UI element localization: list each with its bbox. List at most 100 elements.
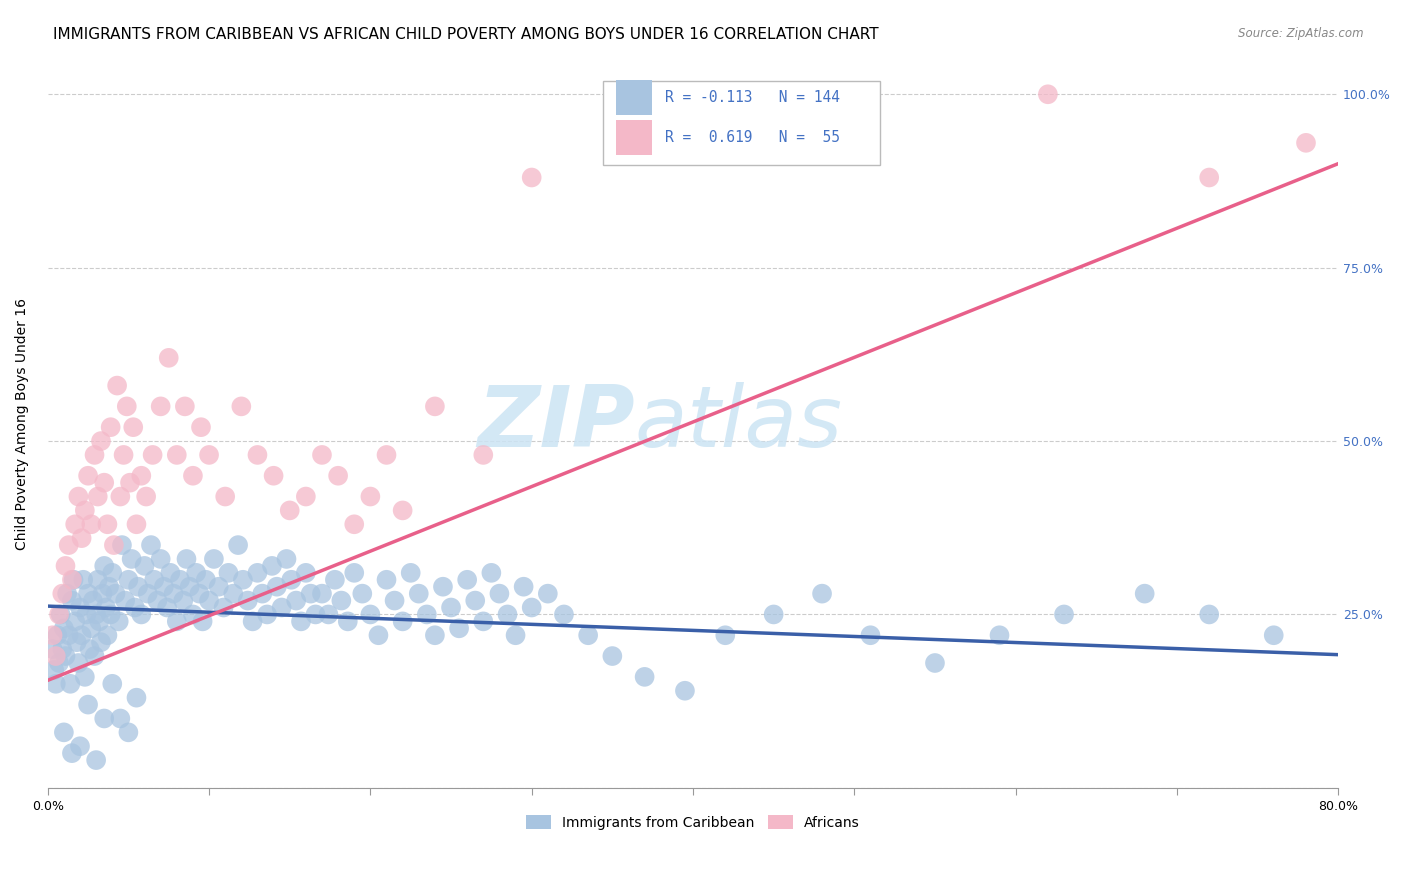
Point [166,615,188,629]
Point [512,580,534,594]
Point [41,642,63,657]
Point [77,468,100,483]
Point [242,615,264,629]
Point [179,580,201,594]
Point [90,434,112,448]
Point [472,448,495,462]
Point [107,615,129,629]
Point [84,753,107,767]
Text: R = -0.113   N = 144: R = -0.113 N = 144 [665,90,839,105]
Point [93,475,115,490]
Text: ZIP: ZIP [477,382,636,466]
Point [98,580,121,594]
Point [270,600,292,615]
Point [520,600,543,615]
Point [181,607,204,622]
Point [100,420,122,434]
Point [299,587,322,601]
Point [80,621,103,635]
Point [172,593,194,607]
Point [127,580,149,594]
Point [46,628,69,642]
Point [110,490,132,504]
Point [212,600,235,615]
Text: Source: ZipAtlas.com: Source: ZipAtlas.com [1239,27,1364,40]
Point [326,468,349,483]
Point [77,587,100,601]
Point [432,580,454,594]
Point [520,170,543,185]
Point [285,593,308,607]
Point [231,400,253,414]
Point [58,628,80,642]
Point [134,558,156,573]
Point [104,587,127,601]
Point [51,642,73,657]
Point [96,517,118,532]
Text: atlas: atlas [636,382,844,466]
Point [191,615,214,629]
Point [1053,607,1076,622]
Point [1036,87,1059,102]
Point [93,711,115,725]
Point [72,573,94,587]
Point [60,573,83,587]
Point [87,490,110,504]
Point [63,615,86,629]
Point [311,448,333,462]
Point [236,593,259,607]
Point [131,607,153,622]
Point [232,573,254,587]
Point [311,587,333,601]
Point [115,400,138,414]
Point [105,378,128,392]
Point [553,607,575,622]
Point [112,448,135,462]
Point [45,677,67,691]
Point [190,420,212,434]
Point [52,621,75,635]
Point [318,607,340,622]
Point [117,725,139,739]
Point [48,656,70,670]
Point [84,607,107,622]
Point [194,573,217,587]
Point [173,400,195,414]
Point [336,615,359,629]
Point [125,517,148,532]
Point [111,538,134,552]
Point [276,552,298,566]
Point [359,607,381,622]
Point [51,587,73,601]
Point [56,587,79,601]
Point [537,587,560,601]
Point [633,670,655,684]
Legend: Immigrants from Caribbean, Africans: Immigrants from Caribbean, Africans [520,810,866,836]
Point [136,587,159,601]
Point [472,615,495,629]
Point [55,558,77,573]
Point [41,628,63,642]
Point [811,587,834,601]
Point [343,566,366,580]
Point [62,573,84,587]
Point [82,593,104,607]
Point [139,538,162,552]
Point [246,566,269,580]
Point [118,475,141,490]
Point [79,642,101,657]
Point [924,656,946,670]
Point [1133,587,1156,601]
Point [188,587,211,601]
Point [416,607,439,622]
Point [103,538,125,552]
Point [114,593,136,607]
Point [83,448,105,462]
Point [246,448,269,462]
Point [146,593,169,607]
Point [89,615,111,629]
Point [101,677,124,691]
Point [69,600,91,615]
Point [52,725,75,739]
Point [75,607,97,622]
